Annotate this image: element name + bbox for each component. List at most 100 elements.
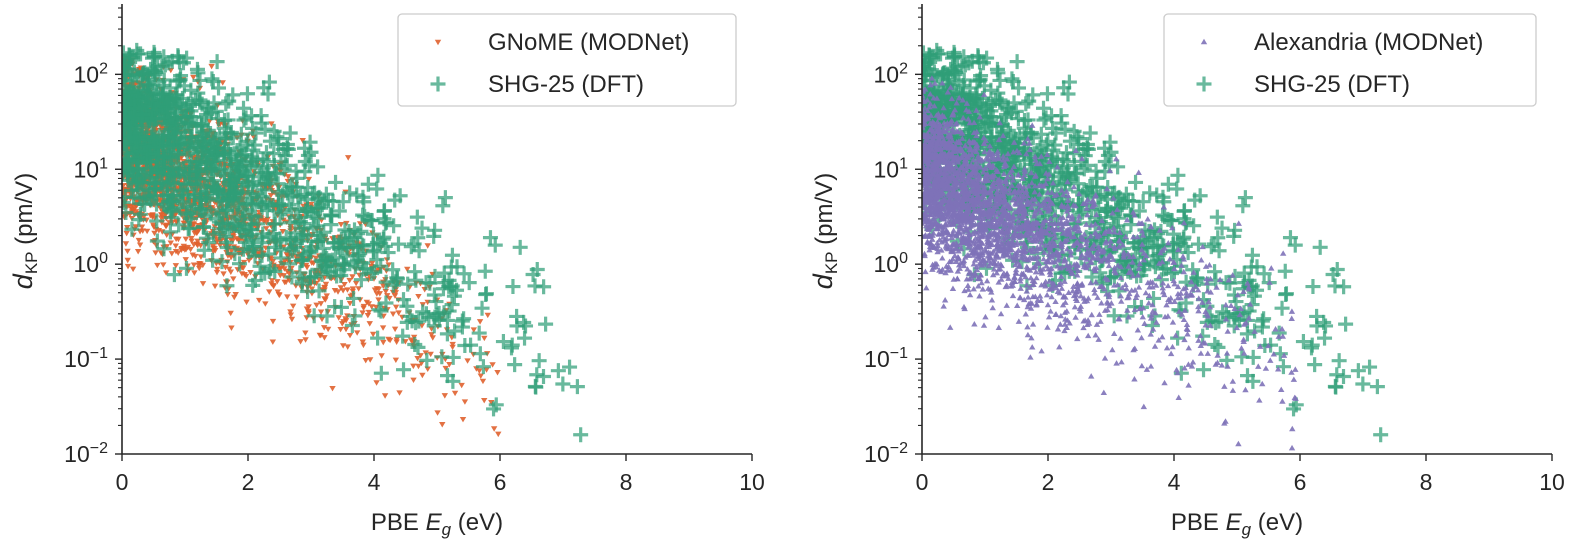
data-point: [410, 378, 416, 383]
data-point: [1235, 198, 1250, 213]
data-point: [1332, 353, 1347, 368]
data-point: [313, 303, 319, 308]
data-point: [160, 262, 166, 267]
data-point: [293, 295, 299, 300]
data-point: [1170, 168, 1185, 183]
data-point: [360, 306, 366, 311]
data-point: [243, 300, 249, 305]
data-point: [339, 321, 345, 326]
data-point: [460, 417, 466, 422]
data-point: [1168, 351, 1174, 356]
data-point: [1113, 360, 1119, 365]
data-point: [130, 267, 136, 272]
data-point: [240, 86, 255, 101]
data-point: [989, 297, 995, 302]
data-point: [478, 264, 493, 279]
data-point: [345, 344, 351, 349]
data-point: [1169, 344, 1175, 349]
data-point: [1045, 302, 1051, 307]
data-point: [485, 313, 491, 318]
data-point: [1313, 240, 1328, 255]
data-point: [425, 243, 431, 248]
data-point: [390, 312, 396, 317]
data-point: [1362, 360, 1377, 375]
data-point: [439, 422, 445, 427]
data-point: [464, 358, 470, 363]
data-point: [220, 271, 226, 276]
data-point: [1317, 331, 1332, 346]
data-point: [1238, 190, 1253, 205]
data-point: [183, 237, 189, 242]
data-point: [135, 249, 141, 254]
data-point: [562, 360, 577, 375]
data-point: [290, 304, 296, 309]
data-point: [1275, 301, 1290, 316]
data-point: [123, 231, 129, 236]
data-point: [289, 317, 295, 322]
data-point: [123, 241, 129, 246]
data-point: [1278, 287, 1293, 302]
y-tick-label: 101: [74, 155, 109, 182]
data-point: [1328, 379, 1343, 394]
data-point: [1141, 321, 1147, 326]
data-point: [458, 383, 464, 388]
data-point: [1186, 218, 1201, 233]
legend: GNoME (MODNet)SHG-25 (DFT): [398, 14, 736, 106]
data-point: [353, 281, 359, 286]
data-point: [346, 278, 352, 283]
data-point: [513, 240, 528, 255]
data-point: [528, 379, 543, 394]
data-point: [318, 310, 324, 315]
data-point: [570, 379, 585, 394]
data-point: [370, 332, 376, 337]
data-point: [419, 373, 425, 378]
data-point: [517, 331, 532, 346]
data-point: [1278, 264, 1293, 279]
data-point: [415, 364, 421, 369]
data-point: [452, 391, 458, 396]
data-point: [345, 155, 351, 160]
data-point: [507, 357, 522, 372]
data-point: [551, 363, 566, 378]
data-point: [125, 258, 131, 263]
data-point: [137, 243, 143, 248]
data-point: [1118, 298, 1124, 303]
data-point: [325, 327, 331, 332]
data-point: [1191, 237, 1206, 252]
data-point: [212, 284, 218, 289]
data-point: [386, 218, 401, 233]
data-point: [449, 345, 455, 350]
data-point: [270, 319, 276, 324]
data-point: [494, 370, 500, 375]
x-tick-label: 2: [242, 469, 255, 495]
data-point: [396, 362, 411, 377]
data-point: [284, 294, 290, 299]
data-point: [228, 270, 234, 275]
data-point: [337, 327, 343, 332]
data-point: [1046, 314, 1052, 319]
y-tick-label: 10−1: [64, 345, 108, 372]
data-point: [228, 325, 234, 330]
data-point: [380, 340, 386, 345]
data-point: [354, 330, 360, 335]
data-point: [480, 379, 486, 384]
data-point: [990, 62, 1005, 77]
series-alexandria-modnet-: [919, 75, 1299, 450]
data-point: [173, 243, 179, 248]
data-point: [1196, 362, 1211, 377]
data-point: [329, 386, 335, 391]
data-point: [532, 353, 547, 368]
data-point: [380, 325, 386, 330]
data-point: [1255, 363, 1261, 368]
x-tick-label: 10: [739, 469, 765, 495]
data-point: [434, 349, 449, 364]
data-point: [373, 380, 379, 385]
data-point: [1268, 265, 1274, 270]
data-point: [430, 335, 436, 340]
data-point: [1355, 377, 1370, 392]
legend-label: SHG-25 (DFT): [488, 71, 644, 98]
data-point: [374, 366, 389, 381]
data-point: [442, 393, 448, 398]
data-point: [1370, 379, 1385, 394]
